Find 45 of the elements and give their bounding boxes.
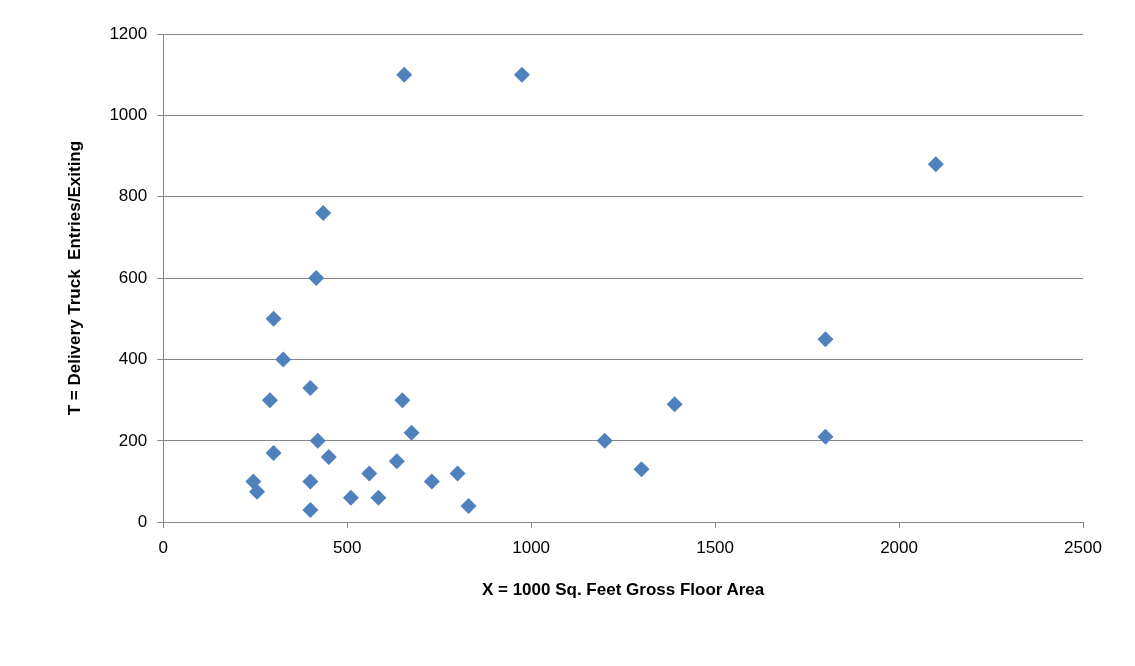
y-tick-label: 400 — [118, 349, 148, 369]
y-tick-label: 1000 — [109, 105, 148, 125]
point — [370, 489, 387, 506]
x-tick-label: 2500 — [1064, 538, 1102, 558]
point — [817, 331, 834, 348]
point — [302, 379, 319, 396]
x-tick-label: 1500 — [696, 538, 734, 558]
point — [315, 205, 332, 222]
y-tick-label: 800 — [118, 186, 148, 206]
y-tick-label: 0 — [137, 511, 148, 531]
point — [342, 489, 359, 506]
point — [309, 432, 326, 449]
point — [449, 465, 466, 482]
point — [265, 445, 282, 462]
point — [265, 310, 282, 327]
x-axis-title: X = 1000 Sq. Feet Gross Floor Area — [481, 580, 765, 600]
x-tick-label: 2000 — [880, 538, 918, 558]
point — [245, 473, 262, 490]
y-tick-label: 600 — [118, 267, 148, 287]
point — [320, 449, 337, 466]
y-axis-title: T = Delivery Truck Entries/Exiting — [64, 140, 84, 416]
point — [633, 461, 650, 478]
point — [403, 424, 420, 441]
point — [513, 66, 530, 83]
point — [817, 428, 834, 445]
x-tick-label: 0 — [158, 538, 168, 558]
point — [388, 453, 405, 470]
point — [460, 497, 477, 514]
point — [596, 432, 613, 449]
y-tick-label: 200 — [118, 430, 148, 450]
point — [275, 351, 292, 368]
point — [423, 473, 440, 490]
x-tick-label: 500 — [332, 538, 362, 558]
x-tick-label: 1000 — [512, 538, 551, 558]
y-tick-label: 1200 — [109, 23, 148, 43]
point — [302, 502, 319, 518]
point — [927, 156, 944, 173]
point — [261, 392, 278, 409]
point — [396, 66, 413, 83]
point — [394, 392, 411, 409]
point — [361, 465, 378, 482]
point — [302, 473, 319, 490]
point — [249, 483, 266, 500]
point — [666, 396, 683, 413]
point — [308, 270, 325, 287]
